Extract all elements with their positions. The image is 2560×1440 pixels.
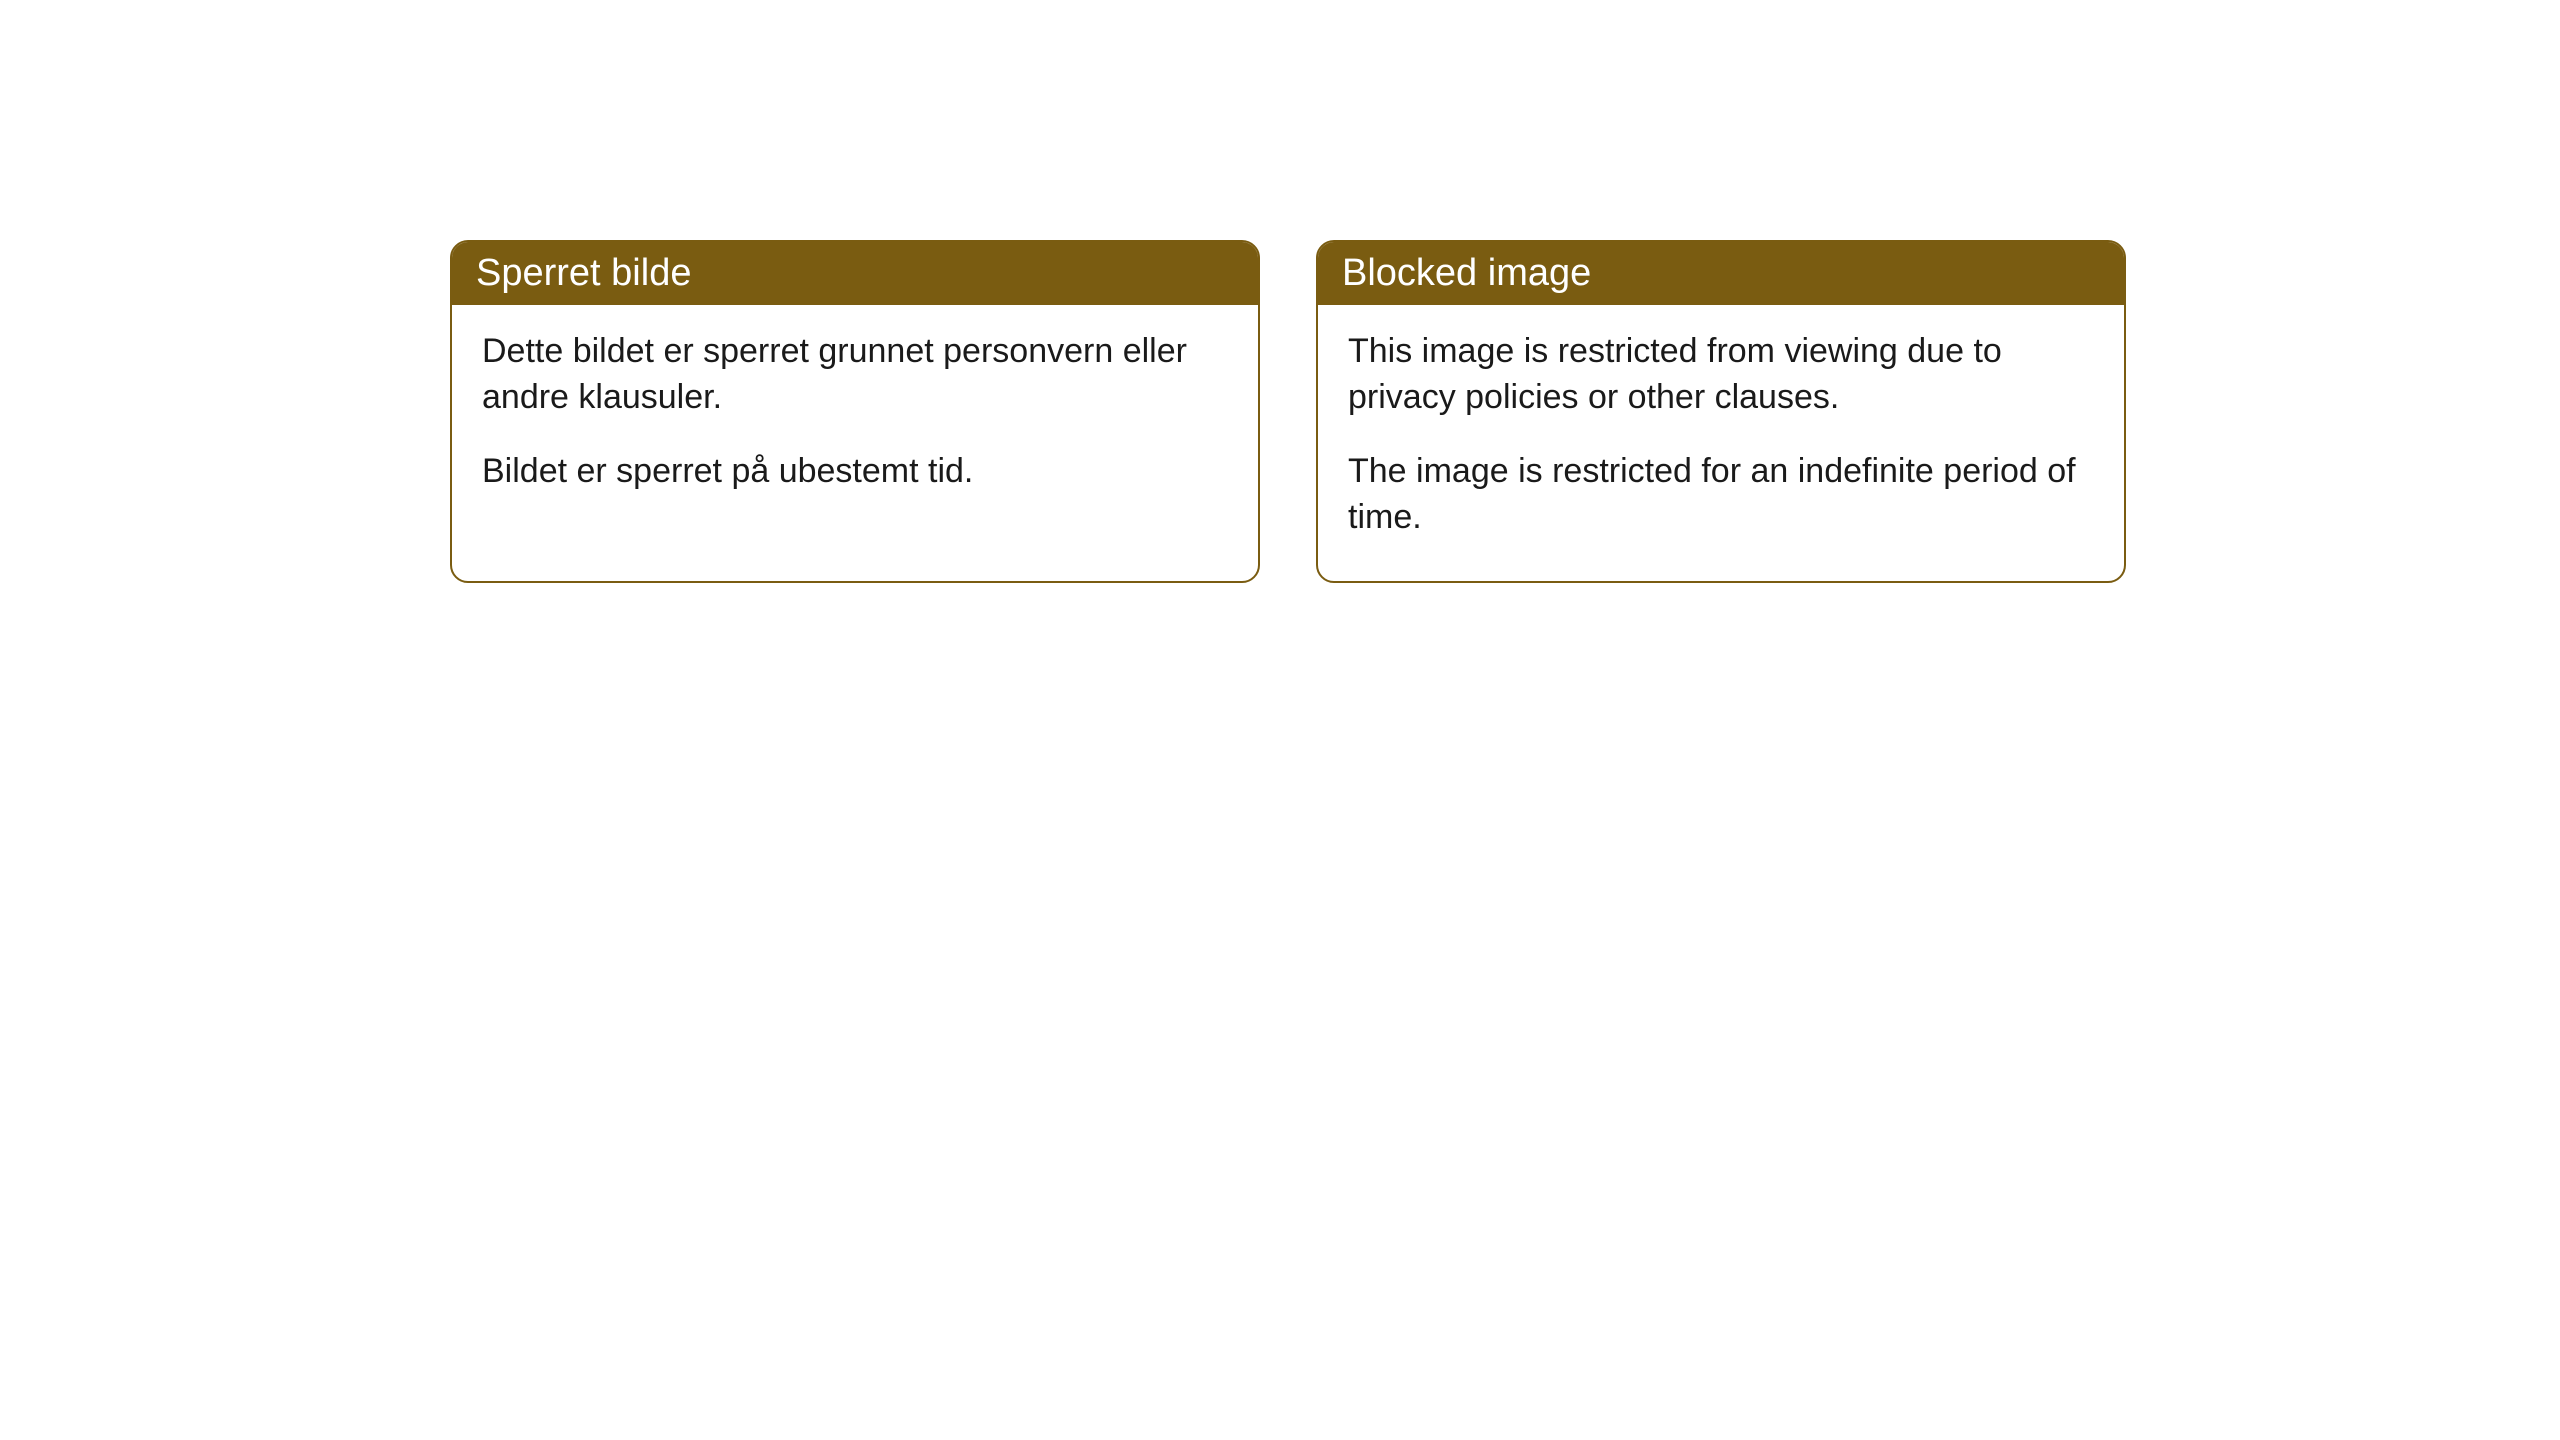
card-paragraph: This image is restricted from viewing du… — [1348, 329, 2094, 421]
card-header-no: Sperret bilde — [452, 242, 1258, 305]
card-paragraph: Bildet er sperret på ubestemt tid. — [482, 449, 1228, 495]
card-paragraph: Dette bildet er sperret grunnet personve… — [482, 329, 1228, 421]
blocked-image-card-en: Blocked image This image is restricted f… — [1316, 240, 2126, 583]
cards-container: Sperret bilde Dette bildet er sperret gr… — [450, 240, 2126, 583]
card-body-en: This image is restricted from viewing du… — [1318, 305, 2124, 581]
card-paragraph: The image is restricted for an indefinit… — [1348, 449, 2094, 541]
blocked-image-card-no: Sperret bilde Dette bildet er sperret gr… — [450, 240, 1260, 583]
card-body-no: Dette bildet er sperret grunnet personve… — [452, 305, 1258, 535]
card-header-en: Blocked image — [1318, 242, 2124, 305]
